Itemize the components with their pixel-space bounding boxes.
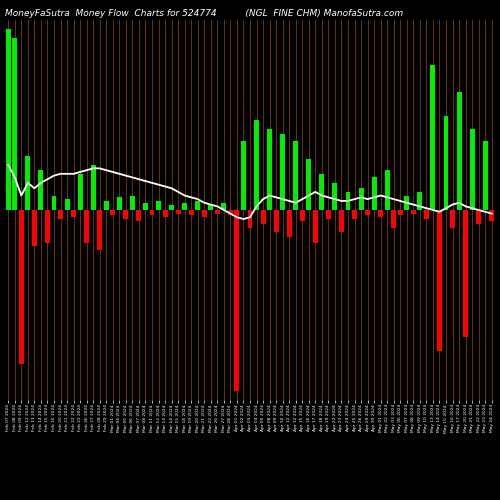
Bar [136,210,141,221]
Bar [418,192,422,210]
Bar [411,210,416,214]
Bar [176,210,180,214]
Bar [470,128,474,210]
Text: MoneyFaSutra  Money Flow  Charts for 524774          (NGL  FINE CHM) ManofaSutra: MoneyFaSutra Money Flow Charts for 52477… [5,9,403,18]
Bar [117,198,122,210]
Bar [352,210,357,219]
Bar [84,210,89,242]
Bar [156,201,161,210]
Bar [38,170,44,210]
Bar [215,210,220,214]
Bar [463,210,468,336]
Bar [260,210,266,224]
Bar [476,210,481,224]
Bar [346,192,350,210]
Bar [444,116,448,210]
Bar [124,210,128,219]
Bar [280,134,285,210]
Bar [392,210,396,228]
Bar [332,183,338,210]
Bar [234,210,240,391]
Bar [12,38,17,210]
Bar [398,210,402,216]
Bar [143,203,148,210]
Bar [267,128,272,210]
Bar [196,201,200,210]
Bar [372,178,376,210]
Bar [162,210,168,217]
Bar [71,210,76,217]
Bar [430,65,436,210]
Bar [32,210,37,246]
Bar [254,120,259,210]
Bar [228,210,233,216]
Bar [189,210,194,216]
Bar [6,29,10,210]
Bar [78,174,82,210]
Bar [202,210,206,217]
Bar [456,92,462,210]
Bar [404,196,409,210]
Bar [306,160,311,210]
Bar [91,165,96,210]
Bar [313,210,318,242]
Bar [58,210,63,219]
Bar [483,141,488,210]
Bar [98,210,102,250]
Bar [365,210,370,216]
Bar [52,196,57,210]
Bar [424,210,429,219]
Bar [339,210,344,232]
Bar [248,210,252,228]
Bar [64,199,70,210]
Bar [169,204,174,210]
Bar [294,141,298,210]
Bar [300,210,304,221]
Bar [320,174,324,210]
Bar [110,210,116,216]
Bar [358,188,364,210]
Bar [104,201,108,210]
Bar [26,156,30,210]
Bar [241,141,246,210]
Bar [490,210,494,221]
Bar [287,210,292,237]
Bar [222,203,226,210]
Bar [208,204,214,210]
Bar [378,210,383,217]
Bar [150,210,154,216]
Bar [45,210,50,242]
Bar [130,196,135,210]
Bar [326,210,331,219]
Bar [182,203,187,210]
Bar [385,170,390,210]
Bar [450,210,455,228]
Bar [274,210,278,232]
Bar [437,210,442,351]
Bar [19,210,24,364]
